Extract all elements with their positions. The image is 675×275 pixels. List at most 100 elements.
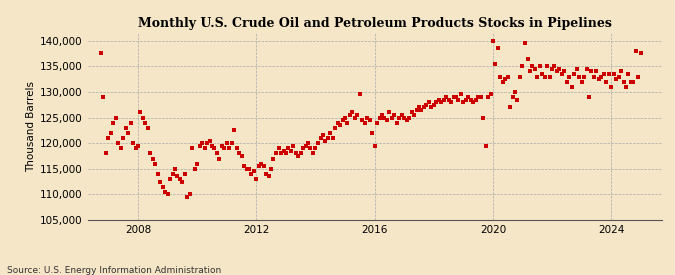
- Point: [539, 74, 550, 79]
- Point: [187, 146, 198, 150]
- Point: [101, 151, 111, 156]
- Point: [293, 154, 304, 158]
- Point: [490, 62, 501, 66]
- Point: [115, 146, 126, 150]
- Point: [111, 115, 122, 120]
- Point: [214, 156, 225, 161]
- Point: [475, 95, 486, 99]
- Point: [290, 151, 301, 156]
- Point: [508, 95, 518, 99]
- Point: [448, 95, 459, 99]
- Point: [392, 120, 402, 125]
- Point: [236, 154, 247, 158]
- Point: [389, 113, 400, 117]
- Point: [618, 79, 629, 84]
- Point: [135, 110, 146, 115]
- Point: [369, 144, 380, 148]
- Point: [167, 172, 178, 176]
- Point: [325, 131, 335, 135]
- Point: [396, 113, 407, 117]
- Point: [113, 141, 124, 145]
- Point: [268, 156, 279, 161]
- Point: [510, 90, 520, 94]
- Point: [431, 100, 441, 104]
- Point: [172, 174, 183, 179]
- Point: [408, 113, 419, 117]
- Point: [522, 56, 533, 61]
- Point: [495, 74, 506, 79]
- Point: [132, 144, 143, 148]
- Point: [98, 95, 109, 99]
- Point: [608, 72, 619, 76]
- Point: [603, 72, 614, 76]
- Point: [238, 164, 249, 168]
- Point: [241, 167, 252, 171]
- Point: [426, 105, 437, 109]
- Point: [374, 115, 385, 120]
- Text: Source: U.S. Energy Information Administration: Source: U.S. Energy Information Administ…: [7, 266, 221, 275]
- Point: [295, 151, 306, 156]
- Point: [616, 69, 626, 74]
- Point: [194, 144, 205, 148]
- Point: [308, 151, 319, 156]
- Point: [611, 77, 622, 81]
- Point: [381, 118, 392, 122]
- Point: [278, 148, 289, 153]
- Point: [517, 64, 528, 68]
- Point: [320, 138, 331, 143]
- Point: [576, 79, 587, 84]
- Point: [180, 172, 190, 176]
- Point: [574, 74, 585, 79]
- Point: [436, 100, 447, 104]
- Point: [345, 113, 356, 117]
- Point: [253, 164, 264, 168]
- Point: [433, 97, 444, 102]
- Point: [147, 156, 158, 161]
- Point: [357, 118, 368, 122]
- Point: [418, 105, 429, 109]
- Point: [248, 169, 259, 174]
- Point: [244, 167, 254, 171]
- Point: [123, 131, 134, 135]
- Point: [578, 74, 589, 79]
- Point: [140, 120, 151, 125]
- Point: [377, 113, 387, 117]
- Point: [281, 151, 292, 156]
- Point: [456, 92, 466, 97]
- Point: [145, 151, 156, 156]
- Point: [165, 177, 176, 181]
- Point: [271, 151, 281, 156]
- Point: [216, 144, 227, 148]
- Point: [266, 167, 277, 171]
- Point: [458, 100, 468, 104]
- Point: [562, 79, 572, 84]
- Point: [571, 67, 582, 71]
- Point: [554, 67, 565, 71]
- Point: [564, 74, 574, 79]
- Point: [465, 97, 476, 102]
- Point: [468, 100, 479, 104]
- Point: [623, 72, 634, 76]
- Point: [401, 118, 412, 122]
- Point: [515, 74, 526, 79]
- Point: [527, 64, 538, 68]
- Point: [128, 141, 138, 145]
- Point: [589, 74, 599, 79]
- Point: [160, 190, 171, 194]
- Point: [547, 67, 558, 71]
- Point: [211, 151, 222, 156]
- Point: [108, 120, 119, 125]
- Point: [313, 141, 323, 145]
- Point: [207, 144, 217, 148]
- Point: [275, 151, 286, 156]
- Point: [613, 74, 624, 79]
- Point: [332, 120, 343, 125]
- Point: [551, 69, 562, 74]
- Point: [251, 177, 262, 181]
- Point: [338, 118, 348, 122]
- Point: [520, 41, 531, 45]
- Point: [234, 151, 244, 156]
- Point: [347, 110, 358, 115]
- Point: [500, 77, 511, 81]
- Point: [199, 146, 210, 150]
